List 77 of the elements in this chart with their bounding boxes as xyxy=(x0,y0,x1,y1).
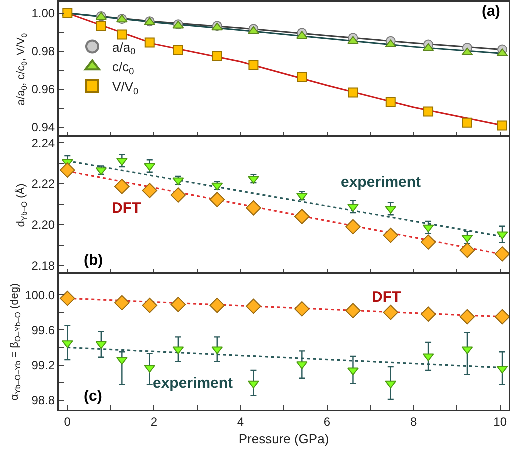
y-tick-label: 0.96 xyxy=(32,82,56,97)
series-label: experiment xyxy=(341,174,422,191)
annotation: (b) xyxy=(84,252,104,269)
point xyxy=(114,179,130,194)
point xyxy=(117,30,128,40)
point xyxy=(294,301,310,317)
point xyxy=(494,246,510,262)
point xyxy=(144,38,155,48)
point xyxy=(462,48,474,56)
point xyxy=(383,304,399,320)
annotation: (a) xyxy=(482,3,500,20)
point xyxy=(142,298,158,314)
point xyxy=(173,45,184,56)
series-label: DFT xyxy=(372,289,402,306)
point xyxy=(422,224,434,233)
point xyxy=(422,43,434,52)
point xyxy=(385,380,397,389)
point xyxy=(96,22,106,32)
point xyxy=(212,182,224,191)
x-tick-label: 0 xyxy=(64,414,72,429)
point xyxy=(297,72,308,82)
point xyxy=(210,298,226,314)
point xyxy=(114,295,130,311)
point xyxy=(494,309,510,325)
point xyxy=(346,219,361,235)
point xyxy=(348,368,359,376)
series-label: DFT xyxy=(112,200,142,217)
y-tick-label: 1.00 xyxy=(32,6,56,21)
point xyxy=(246,298,262,314)
point xyxy=(170,188,186,203)
point xyxy=(383,228,399,244)
point xyxy=(498,120,508,131)
x-tick-label: 2 xyxy=(150,414,158,429)
point xyxy=(144,163,156,172)
y-tick-label: 2.18 xyxy=(32,259,56,274)
x-tick-label: 6 xyxy=(324,414,331,429)
point xyxy=(420,306,436,322)
y-tick-label: 0.94 xyxy=(32,120,56,135)
point xyxy=(60,162,76,178)
point xyxy=(496,232,508,240)
series-label: experiment xyxy=(153,375,234,392)
point xyxy=(420,234,436,250)
point xyxy=(210,192,226,208)
y-tick-label: 99.2 xyxy=(32,358,56,372)
point xyxy=(346,303,361,318)
point xyxy=(246,200,262,216)
point xyxy=(248,60,259,70)
point xyxy=(460,242,476,258)
point xyxy=(142,183,158,198)
point xyxy=(460,309,476,325)
legend-label: a/a$_{0}$ xyxy=(112,40,136,57)
point xyxy=(348,36,359,44)
point xyxy=(96,341,108,350)
x-tick-label: 10 xyxy=(494,414,508,429)
x-axis-title: Pressure (GPa) xyxy=(238,431,330,446)
y-tick-label: 2.20 xyxy=(32,218,56,232)
point xyxy=(348,88,358,98)
legend-label: c/c$_{0}$ xyxy=(112,60,134,76)
y-tick-label: 2.24 xyxy=(32,136,56,150)
point xyxy=(424,106,434,117)
y-tick-label: 2.22 xyxy=(32,177,56,192)
point xyxy=(385,40,397,48)
y-tick-label: 99.6 xyxy=(32,323,56,338)
y-tick-label: 100.0 xyxy=(25,288,56,302)
x-tick-label: 4 xyxy=(237,414,244,429)
point xyxy=(294,209,310,224)
point xyxy=(170,297,186,312)
y-tick-label: 0.98 xyxy=(32,44,56,59)
point xyxy=(60,290,76,306)
x-tick-label: 8 xyxy=(410,414,418,429)
point xyxy=(462,118,472,128)
point xyxy=(248,380,260,389)
annotation: (c) xyxy=(84,388,102,405)
y-tick-label: 98.8 xyxy=(32,394,56,408)
point xyxy=(212,51,222,62)
legend-label: V/V$_{0}$ xyxy=(112,80,139,96)
point xyxy=(386,97,396,108)
